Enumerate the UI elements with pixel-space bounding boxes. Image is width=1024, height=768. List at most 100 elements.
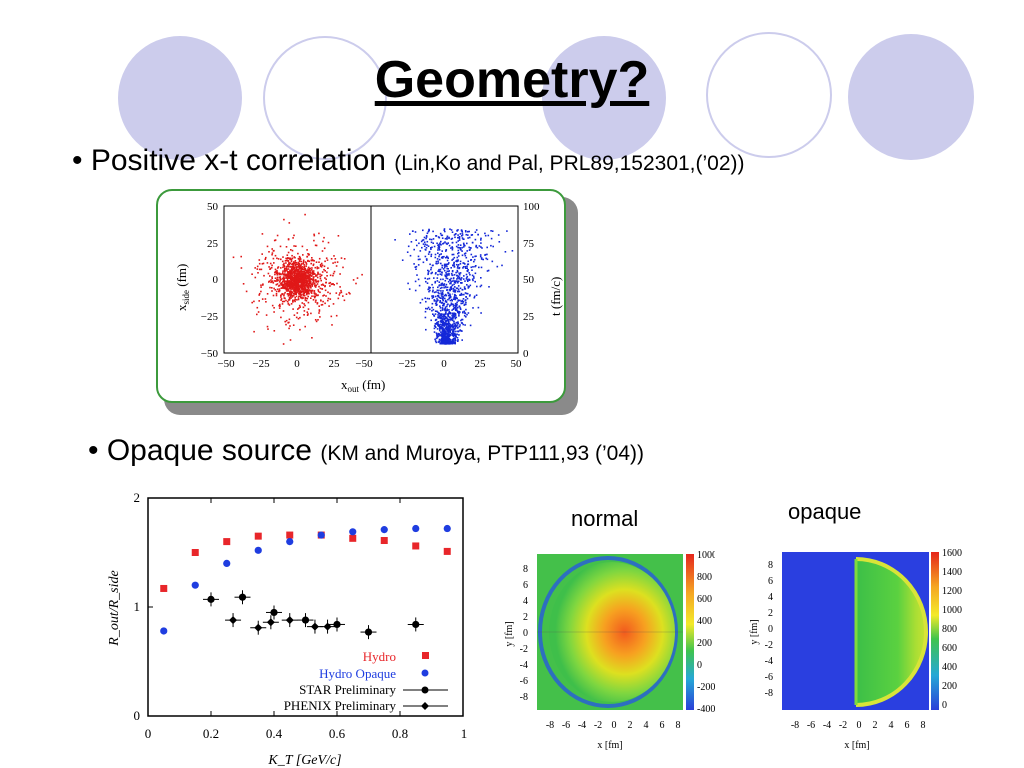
particle-dot bbox=[458, 274, 461, 276]
particle-dot bbox=[301, 296, 303, 299]
y-tick: 6 bbox=[768, 576, 773, 587]
particle-dot bbox=[451, 259, 453, 261]
particle-dot bbox=[319, 287, 322, 290]
y-tick-label: 1 bbox=[134, 599, 141, 614]
particle-dot bbox=[450, 277, 452, 280]
particle-dot bbox=[416, 244, 418, 247]
particle-dot bbox=[320, 284, 323, 286]
particle-dot bbox=[457, 252, 459, 255]
particle-dot bbox=[271, 253, 273, 256]
particle-dot bbox=[289, 280, 292, 282]
particle-dot bbox=[301, 268, 304, 271]
particle-dot bbox=[440, 253, 442, 255]
particle-dot bbox=[444, 300, 447, 303]
particle-dot bbox=[441, 334, 444, 337]
particle-dot bbox=[323, 247, 326, 250]
particle-dot bbox=[282, 343, 285, 345]
particle-dot bbox=[240, 267, 243, 269]
particle-dot bbox=[320, 266, 323, 268]
particle-dot bbox=[439, 287, 442, 290]
particle-dot bbox=[482, 258, 484, 261]
particle-dot bbox=[280, 278, 282, 281]
particle-dot bbox=[453, 328, 456, 330]
particle-dot bbox=[308, 276, 311, 278]
particle-dot bbox=[462, 242, 465, 245]
particle-dot bbox=[413, 248, 415, 251]
data-point bbox=[333, 620, 341, 629]
particle-dot bbox=[261, 263, 264, 265]
particle-dot bbox=[426, 278, 429, 280]
particle-dot bbox=[414, 231, 417, 233]
particle-dot bbox=[291, 254, 293, 257]
particle-dot bbox=[442, 317, 445, 319]
particle-dot bbox=[284, 320, 286, 323]
particle-dot bbox=[299, 267, 301, 270]
particle-dot bbox=[440, 339, 443, 341]
particle-dot bbox=[437, 316, 439, 318]
particle-dot bbox=[303, 274, 305, 277]
x-side-axis-label: xside (fm) bbox=[174, 264, 191, 311]
particle-dot bbox=[456, 277, 459, 279]
particle-dot bbox=[441, 264, 443, 267]
particle-dot bbox=[300, 273, 302, 275]
particle-dot bbox=[462, 323, 464, 326]
particle-dot bbox=[468, 286, 470, 288]
particle-dot bbox=[273, 330, 276, 332]
particle-dot bbox=[451, 299, 453, 302]
particle-dot bbox=[449, 334, 451, 337]
particle-dot bbox=[444, 340, 447, 343]
particle-dot bbox=[456, 333, 458, 336]
particle-dot bbox=[323, 265, 326, 268]
particle-dot bbox=[434, 273, 437, 275]
particle-dot bbox=[316, 267, 319, 270]
particle-dot bbox=[289, 290, 291, 293]
particle-dot bbox=[284, 286, 287, 288]
particle-dot bbox=[299, 293, 302, 295]
particle-dot bbox=[298, 260, 301, 262]
particle-dot bbox=[284, 271, 286, 273]
particle-dot bbox=[274, 280, 276, 282]
particle-dot bbox=[458, 278, 460, 280]
particle-dot bbox=[460, 282, 462, 284]
left-y-tick: 25 bbox=[207, 238, 219, 250]
particle-dot bbox=[457, 285, 460, 287]
left-x-tick: 0 bbox=[294, 358, 300, 370]
particle-dot bbox=[280, 298, 283, 300]
particle-dot bbox=[287, 238, 290, 240]
particle-dot bbox=[309, 267, 311, 270]
particle-dot bbox=[272, 294, 275, 297]
particle-dot bbox=[294, 285, 297, 288]
particle-dot bbox=[306, 274, 308, 277]
particle-dot bbox=[320, 262, 323, 265]
particle-dot bbox=[313, 282, 316, 285]
particle-dot bbox=[452, 307, 455, 309]
particle-dot bbox=[439, 320, 442, 322]
particle-dot bbox=[455, 263, 458, 266]
particle-dot bbox=[439, 300, 441, 302]
particle-dot bbox=[459, 307, 462, 309]
particle-dot bbox=[448, 237, 450, 240]
particle-dot bbox=[452, 264, 454, 266]
particle-dot bbox=[443, 284, 445, 287]
particle-dot bbox=[445, 335, 448, 337]
particle-dot bbox=[457, 264, 460, 266]
particle-dot bbox=[447, 268, 449, 270]
particle-dot bbox=[305, 280, 308, 283]
particle-dot bbox=[426, 297, 429, 300]
particle-dot bbox=[486, 270, 489, 272]
particle-dot bbox=[275, 293, 278, 295]
particle-dot bbox=[466, 284, 468, 286]
particle-dot bbox=[295, 295, 298, 298]
particle-dot bbox=[292, 285, 294, 288]
particle-dot bbox=[442, 313, 445, 316]
particle-dot bbox=[432, 308, 435, 311]
particle-dot bbox=[314, 301, 317, 303]
particle-dot bbox=[438, 335, 440, 337]
x-tick-label: 0.8 bbox=[392, 726, 408, 741]
right-x-tick: 50 bbox=[511, 358, 523, 370]
particle-dot bbox=[266, 245, 269, 248]
particle-dot bbox=[316, 302, 319, 305]
particle-dot bbox=[339, 292, 341, 294]
particle-dot bbox=[315, 279, 317, 281]
particle-dot bbox=[444, 297, 446, 300]
